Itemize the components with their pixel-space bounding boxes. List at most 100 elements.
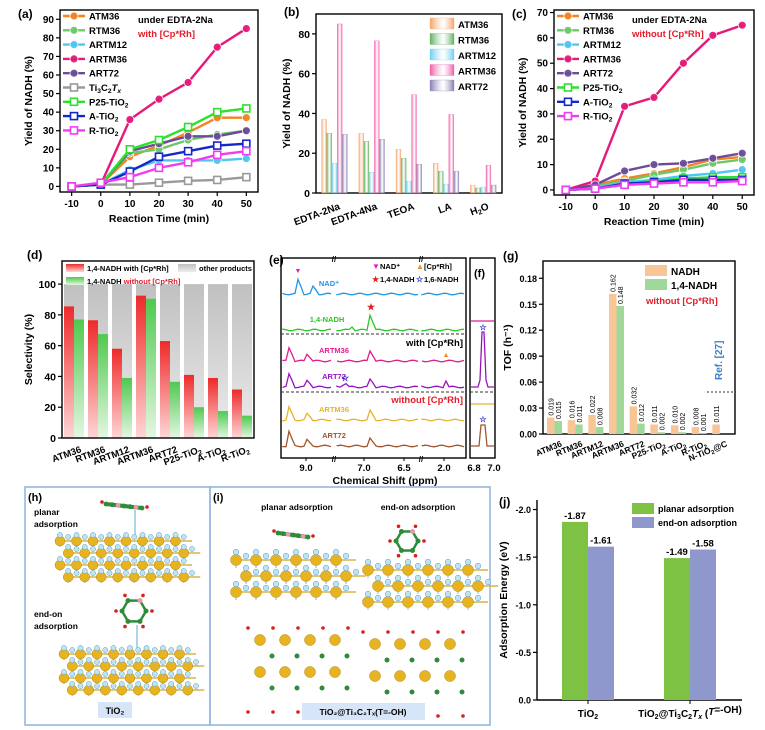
ti-atom (394, 670, 406, 682)
legend-label: R-TiO2 (89, 126, 119, 138)
y-tick-label: 50 (537, 59, 549, 70)
data-point-R-TiO2 (620, 180, 629, 190)
bar-1,4-NADH (554, 421, 562, 434)
o-atom (81, 544, 88, 550)
data-label: 0.002 (660, 413, 667, 431)
data-point-A-TiO2 (183, 146, 193, 156)
o-atom (272, 548, 280, 556)
bar-ARTM36 (337, 23, 343, 194)
legend-marker (563, 25, 573, 35)
o-atom (434, 562, 442, 570)
ti-atom (329, 634, 341, 646)
o-atom (302, 564, 310, 572)
h-atom (141, 624, 145, 629)
c-atom (133, 504, 139, 510)
bar-1,4-NADH (616, 305, 624, 434)
o-atom (312, 548, 320, 556)
legend-swatch (66, 264, 84, 272)
y-tick-label: 20 (298, 148, 310, 160)
c-atom (137, 618, 143, 624)
h-atom (246, 626, 250, 630)
y-tick-label: -0.5 (515, 648, 531, 658)
bar-1,4-NADH (575, 424, 583, 434)
data-point-R-TiO2 (183, 157, 193, 167)
y-tick-label: 40 (298, 108, 310, 120)
o-atom (135, 647, 142, 653)
bar-ARTM36 (485, 165, 492, 194)
y-tick-label: 20 (43, 145, 55, 156)
o-atom (156, 556, 162, 562)
structure-caption: TiO₂@Ti₃C₂Tₓ(T=-OH) (319, 707, 406, 717)
o-atom (65, 568, 72, 574)
o-atom (135, 657, 142, 663)
legend-swatch (429, 33, 455, 45)
data-point-R-TiO2 (737, 176, 747, 186)
y-axis-label: Selectivity (%) (23, 314, 35, 385)
x-tick-label: 0 (98, 199, 104, 210)
o-atom (322, 564, 330, 572)
legend-label: end-on adsorption (658, 518, 737, 528)
data-point-ARTM36 (154, 94, 164, 104)
legend-label: ARTM36 (458, 67, 496, 78)
annotation-condition: without [Cp*Rh] (645, 296, 718, 307)
o-atom (65, 544, 72, 550)
bar-without-cprh (146, 298, 156, 438)
legend-label: ATM36 (89, 12, 119, 23)
y-tick-label: -1.0 (515, 600, 531, 610)
c-atom (269, 685, 275, 691)
o-atom (85, 681, 92, 687)
c-atom (280, 531, 286, 537)
o-atom (127, 669, 133, 675)
x-tick-label: 10 (124, 199, 136, 210)
legend-label: ARTM12 (89, 40, 127, 51)
trace-label: NAD⁺ (319, 279, 339, 288)
bar-ATM36 (321, 119, 327, 194)
c-atom (459, 657, 465, 663)
o-atom (160, 645, 166, 651)
o-atom (73, 532, 80, 538)
o-atom (151, 657, 158, 663)
o-atom (118, 647, 125, 653)
o-atom (444, 558, 452, 566)
o-atom (189, 570, 195, 576)
o-atom (454, 562, 462, 570)
o-atom (127, 683, 133, 689)
ti-atom (382, 564, 394, 576)
o-atom (384, 578, 392, 586)
legend-label: ARTM36 (89, 54, 127, 65)
annotation-condition: under EDTA-2Na (632, 15, 707, 26)
o-atom (184, 657, 191, 663)
structure-label-planar: planar adsorption (261, 502, 333, 512)
ti-atom (472, 580, 484, 592)
legend-label: Ti3C2Tx (89, 83, 121, 95)
legend-label: ARTM36 (583, 54, 621, 65)
o-atom (127, 659, 133, 665)
y-axis-label: Yield of NADH (%) (281, 58, 293, 148)
o-atom (444, 578, 452, 586)
nmr-trace-ARTM36 (282, 345, 332, 363)
ti-atom (240, 570, 252, 582)
legend-swatch (645, 279, 667, 290)
legend-symbol: ▼ (372, 262, 380, 271)
legend-marker (563, 68, 573, 78)
legend-marker (69, 111, 79, 121)
data-point-ARTM36 (620, 101, 629, 111)
y-tick-label: 0.15 (519, 300, 537, 310)
data-point-Ti3C2Tx (125, 180, 135, 189)
legend-label: NAD⁺ (380, 262, 400, 271)
c-atom (384, 657, 390, 663)
legend-marker (69, 54, 79, 64)
o-atom (147, 534, 154, 540)
nmr-trace-ART72 (421, 379, 465, 389)
h-atom (150, 609, 154, 613)
o-atom (332, 580, 340, 588)
ti-atom (330, 554, 342, 566)
data-point-Ti3C2Tx (212, 175, 222, 185)
y-tick-label: 40 (43, 108, 55, 119)
bar-NADH (609, 293, 617, 434)
nadh14-marker: ★ (367, 302, 376, 312)
o-atom (193, 683, 199, 689)
x-axis-label: Reaction Time (min) (604, 216, 704, 228)
h-atom (386, 630, 390, 634)
y-axis-label: Adsorption Energy (eV) (498, 541, 510, 658)
